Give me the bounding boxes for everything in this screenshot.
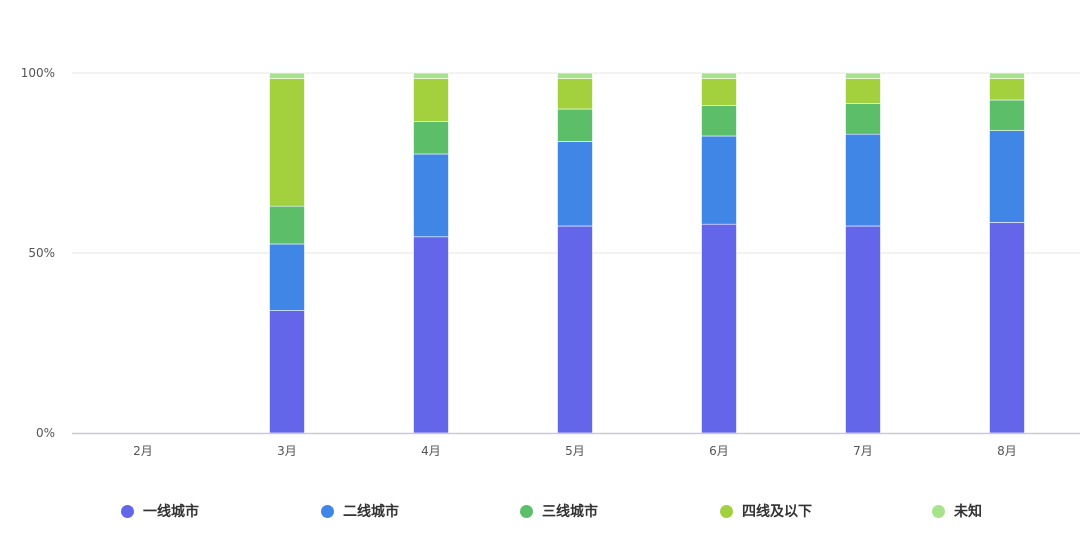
bar-segment[interactable]	[701, 105, 737, 137]
legend-item[interactable]: 二线城市	[321, 496, 399, 526]
y-tick-label: 100%	[21, 66, 55, 80]
bar-segment[interactable]	[413, 121, 449, 155]
legend-marker	[121, 504, 134, 518]
x-tick-label: 8月	[997, 444, 1017, 458]
bars	[269, 72, 1025, 434]
bar-segment[interactable]	[413, 78, 449, 122]
legend-label: 四线及以下	[742, 504, 812, 520]
bar-segment[interactable]	[269, 205, 305, 245]
legend-label: 未知	[954, 504, 982, 520]
bar-segment[interactable]	[557, 72, 593, 79]
bar-segment[interactable]	[845, 225, 881, 434]
stacked-bar-chart: 0% 50% 100% 2月 3月 4月 5月 6月 7月 8月	[21, 66, 1080, 458]
legend-marker	[932, 504, 945, 518]
bar-segment[interactable]	[701, 223, 737, 434]
legend-marker	[321, 504, 334, 518]
y-tick-label: 0%	[36, 426, 55, 440]
bar-segment[interactable]	[989, 99, 1025, 131]
axes: 0% 50% 100% 2月 3月 4月 5月 6月 7月 8月	[21, 66, 1080, 458]
bar-segment[interactable]	[269, 243, 305, 311]
bar-segment[interactable]	[269, 78, 305, 207]
bar-segment[interactable]	[557, 141, 593, 227]
legend-item[interactable]: 三线城市	[520, 496, 598, 526]
x-tick-label: 7月	[853, 444, 873, 458]
bar-segment[interactable]	[557, 108, 593, 142]
legend-label: 一线城市	[143, 504, 199, 520]
bar-segment[interactable]	[269, 72, 305, 79]
x-tick-label: 2月	[133, 444, 153, 458]
bar-segment[interactable]	[989, 130, 1025, 223]
legend-marker	[720, 504, 733, 518]
bar-segment[interactable]	[989, 72, 1025, 79]
y-tick-label: 50%	[28, 246, 55, 260]
bar-segment[interactable]	[845, 78, 881, 104]
bar-segment[interactable]	[701, 78, 737, 106]
bar-segment[interactable]	[413, 72, 449, 79]
x-tick-label: 5月	[565, 444, 585, 458]
bar-segment[interactable]	[845, 72, 881, 79]
bar-segment[interactable]	[557, 225, 593, 434]
x-tick-label: 3月	[277, 444, 297, 458]
bar-segment[interactable]	[557, 78, 593, 110]
legend-item[interactable]: 一线城市	[121, 496, 199, 526]
bar-segment[interactable]	[413, 153, 449, 238]
bar-segment[interactable]	[269, 310, 305, 434]
bar-segment[interactable]	[845, 133, 881, 227]
legend-item[interactable]: 未知	[932, 496, 982, 526]
legend-marker	[520, 504, 533, 518]
bar-segment[interactable]	[701, 72, 737, 79]
bar-segment[interactable]	[845, 103, 881, 135]
legend-item[interactable]: 四线及以下	[720, 496, 812, 526]
legend-label: 三线城市	[542, 504, 598, 520]
bar-segment[interactable]	[989, 222, 1025, 434]
chart-legend: 一线城市 二线城市 三线城市 四线及以下 未知	[0, 496, 1080, 526]
bar-segment[interactable]	[413, 236, 449, 434]
legend-label: 二线城市	[343, 504, 399, 520]
x-tick-label: 4月	[421, 444, 441, 458]
bar-segment[interactable]	[701, 135, 737, 225]
bar-segment[interactable]	[989, 78, 1025, 101]
x-tick-label: 6月	[709, 444, 729, 458]
